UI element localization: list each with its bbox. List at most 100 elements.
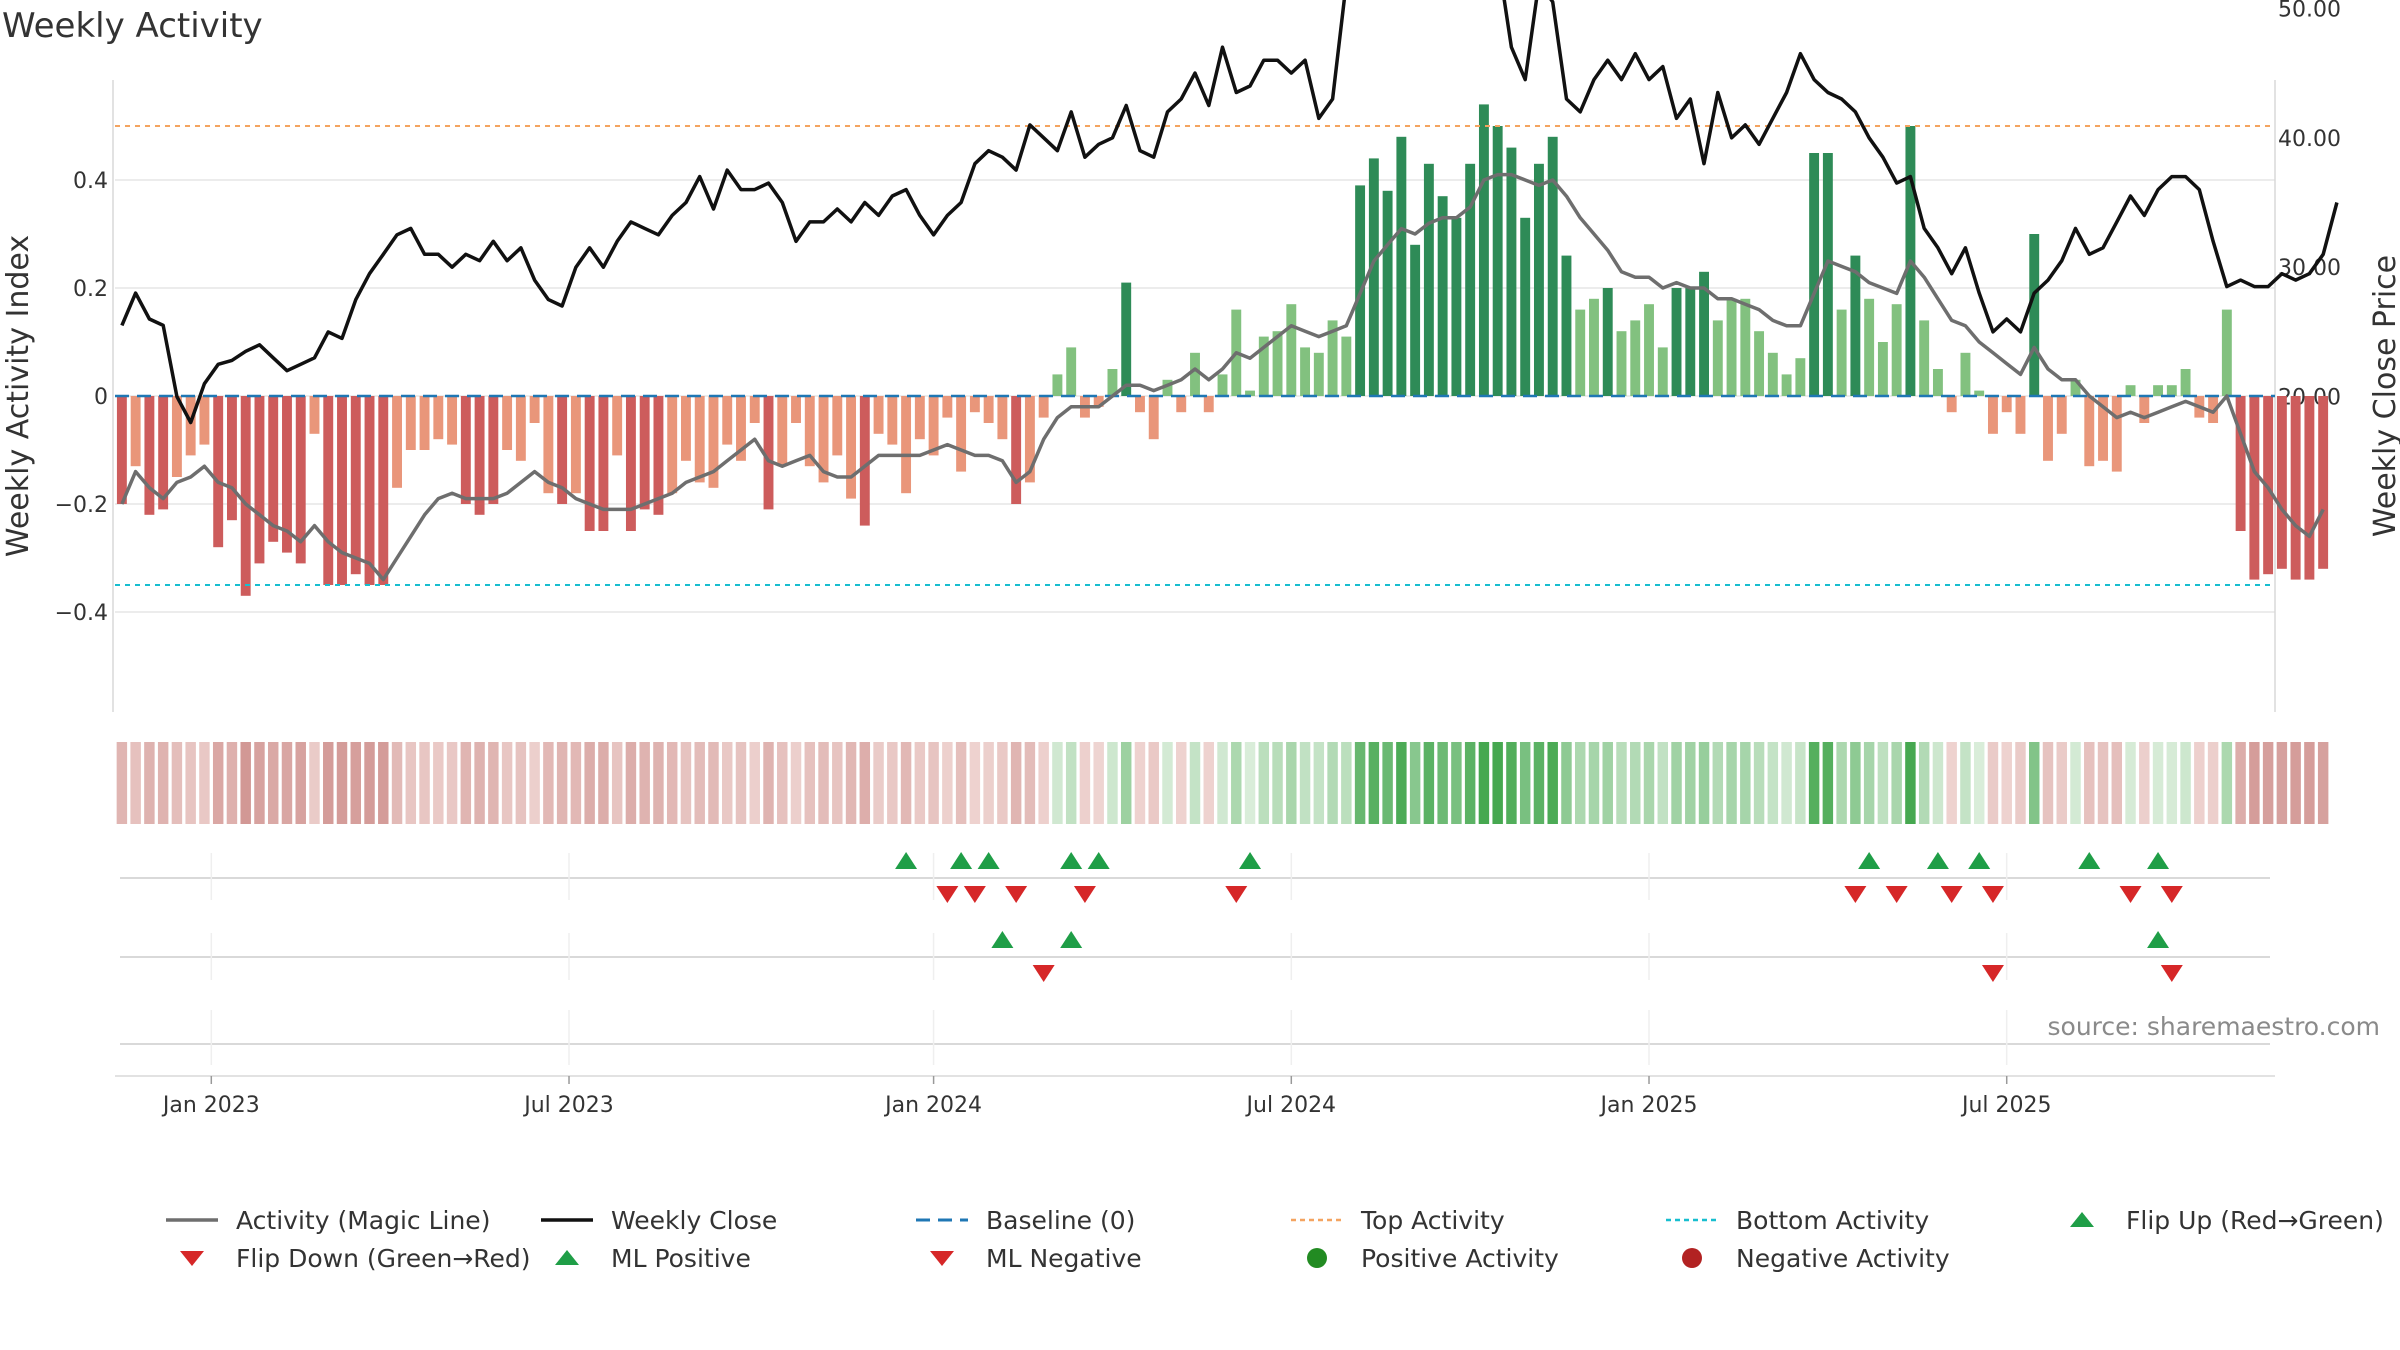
heatmap-cell xyxy=(955,742,967,824)
y-tick-label: 0.2 xyxy=(73,277,108,302)
activity-bar xyxy=(1148,396,1159,440)
activity-bar xyxy=(1657,347,1668,396)
heatmap-cell xyxy=(1561,742,1572,824)
activity-bar xyxy=(1726,298,1737,396)
heatmap-cell xyxy=(914,742,926,824)
heatmap-cell xyxy=(2262,742,2274,824)
legend-swatch xyxy=(1666,1218,1718,1222)
activity-bar xyxy=(1740,298,1751,396)
weekly-activity-chart: −0.4−0.200.20.420.0030.0040.0050.0060.00… xyxy=(1,0,2400,1118)
heatmap-cell xyxy=(1162,742,1173,824)
activity-bar xyxy=(1671,288,1682,396)
heatmap-cell xyxy=(212,742,224,824)
ml-positive-marker xyxy=(991,931,1014,948)
heatmap-cell xyxy=(873,742,884,824)
heatmap-cell xyxy=(1217,742,1228,824)
heatmap-cell xyxy=(790,742,802,824)
activity-bar xyxy=(2070,379,2081,396)
chart-title: Weekly Activity xyxy=(2,6,263,46)
heatmap-cell xyxy=(1065,742,1077,824)
heatmap-cell xyxy=(2166,742,2178,824)
heatmap-cell xyxy=(1107,742,1118,824)
legend-label: Weekly Close xyxy=(611,1205,778,1235)
heatmap-cell xyxy=(1313,742,1325,824)
x-tick-label: Jul 2024 xyxy=(1245,1093,1337,1118)
heatmap-cell xyxy=(1891,742,1902,824)
activity-bar xyxy=(254,396,265,564)
heatmap-cell xyxy=(254,742,265,824)
activity-bar xyxy=(1327,320,1338,396)
activity-bar xyxy=(804,396,815,467)
activity-bar xyxy=(1589,298,1599,396)
activity-bar xyxy=(2180,369,2191,396)
heatmap-cell xyxy=(2235,742,2246,824)
legend-label: Bottom Activity xyxy=(1736,1205,1930,1235)
heatmap-cell xyxy=(515,742,527,824)
activity-bar xyxy=(557,396,568,504)
heatmap-cell xyxy=(2097,742,2109,824)
heatmap-cell xyxy=(226,742,238,824)
activity-bar xyxy=(1809,153,1820,396)
activity-bar xyxy=(942,396,953,418)
heatmap-cell xyxy=(433,742,444,824)
legend-label: Activity (Magic Line) xyxy=(236,1205,491,1235)
activity-bar xyxy=(405,396,416,450)
activity-bar xyxy=(859,396,870,526)
heatmap-cell xyxy=(185,742,196,824)
heatmap-cell xyxy=(763,742,774,824)
heatmap-cell xyxy=(1354,742,1366,824)
heatmap-cell xyxy=(749,742,760,824)
activity-bar xyxy=(447,396,458,445)
legend-item: ML Positive xyxy=(535,1243,751,1273)
heatmap-cell xyxy=(1134,742,1146,824)
legend-item: Top Activity xyxy=(1285,1205,1505,1235)
ml-negative-marker xyxy=(2160,965,2183,982)
heatmap-cell xyxy=(1726,742,1737,824)
activity-bar xyxy=(1891,304,1902,396)
activity-bar xyxy=(1162,379,1173,396)
heatmap-cell xyxy=(1932,742,1944,824)
heatmap-cell xyxy=(2290,742,2301,824)
flip-up-marker xyxy=(1968,852,1991,869)
activity-bar xyxy=(1822,153,1833,396)
heatmap-cell xyxy=(157,742,169,824)
activity-bar xyxy=(1121,282,1132,396)
heatmap-cell xyxy=(625,742,637,824)
activity-bar xyxy=(2318,396,2329,569)
flip-down-marker xyxy=(1981,886,2004,903)
activity-bar xyxy=(1437,196,1448,396)
flip-up-marker xyxy=(2078,852,2101,869)
heatmap-cell xyxy=(928,742,939,824)
heatmap-cell xyxy=(653,742,664,824)
activity-bar xyxy=(598,396,609,531)
activity-bar xyxy=(323,396,334,585)
activity-bar xyxy=(488,396,499,504)
heatmap-cell xyxy=(2042,742,2054,824)
activity-bar xyxy=(914,396,925,440)
activity-bar xyxy=(1245,390,1255,396)
heatmap-cell xyxy=(2180,742,2191,824)
activity-bar xyxy=(392,396,402,488)
heatmap-cell xyxy=(584,742,595,824)
activity-bar xyxy=(364,396,375,585)
heatmap-cell xyxy=(969,742,981,824)
activity-bar xyxy=(1575,309,1586,396)
activity-bar xyxy=(887,396,898,445)
activity-bar xyxy=(1506,147,1517,396)
activity-bar xyxy=(2166,385,2177,396)
activity-bar xyxy=(1066,347,1077,396)
heatmap-cell xyxy=(2070,742,2081,824)
heatmap-cell xyxy=(323,742,334,824)
y-tick-label: −0.4 xyxy=(55,601,108,626)
heatmap-cell xyxy=(1698,742,1710,824)
activity-bar xyxy=(2304,396,2315,580)
x-tick-label: Jan 2024 xyxy=(883,1093,982,1118)
magic-line xyxy=(120,172,2325,582)
heatmap-cell xyxy=(267,742,279,824)
activity-bar xyxy=(1561,255,1572,396)
heatmap-cell xyxy=(1671,742,1682,824)
heatmap-cell xyxy=(1024,742,1036,824)
heatmap-cell xyxy=(680,742,692,824)
y-tick-label: 0.4 xyxy=(73,169,108,194)
legend-swatch xyxy=(1291,1218,1343,1222)
